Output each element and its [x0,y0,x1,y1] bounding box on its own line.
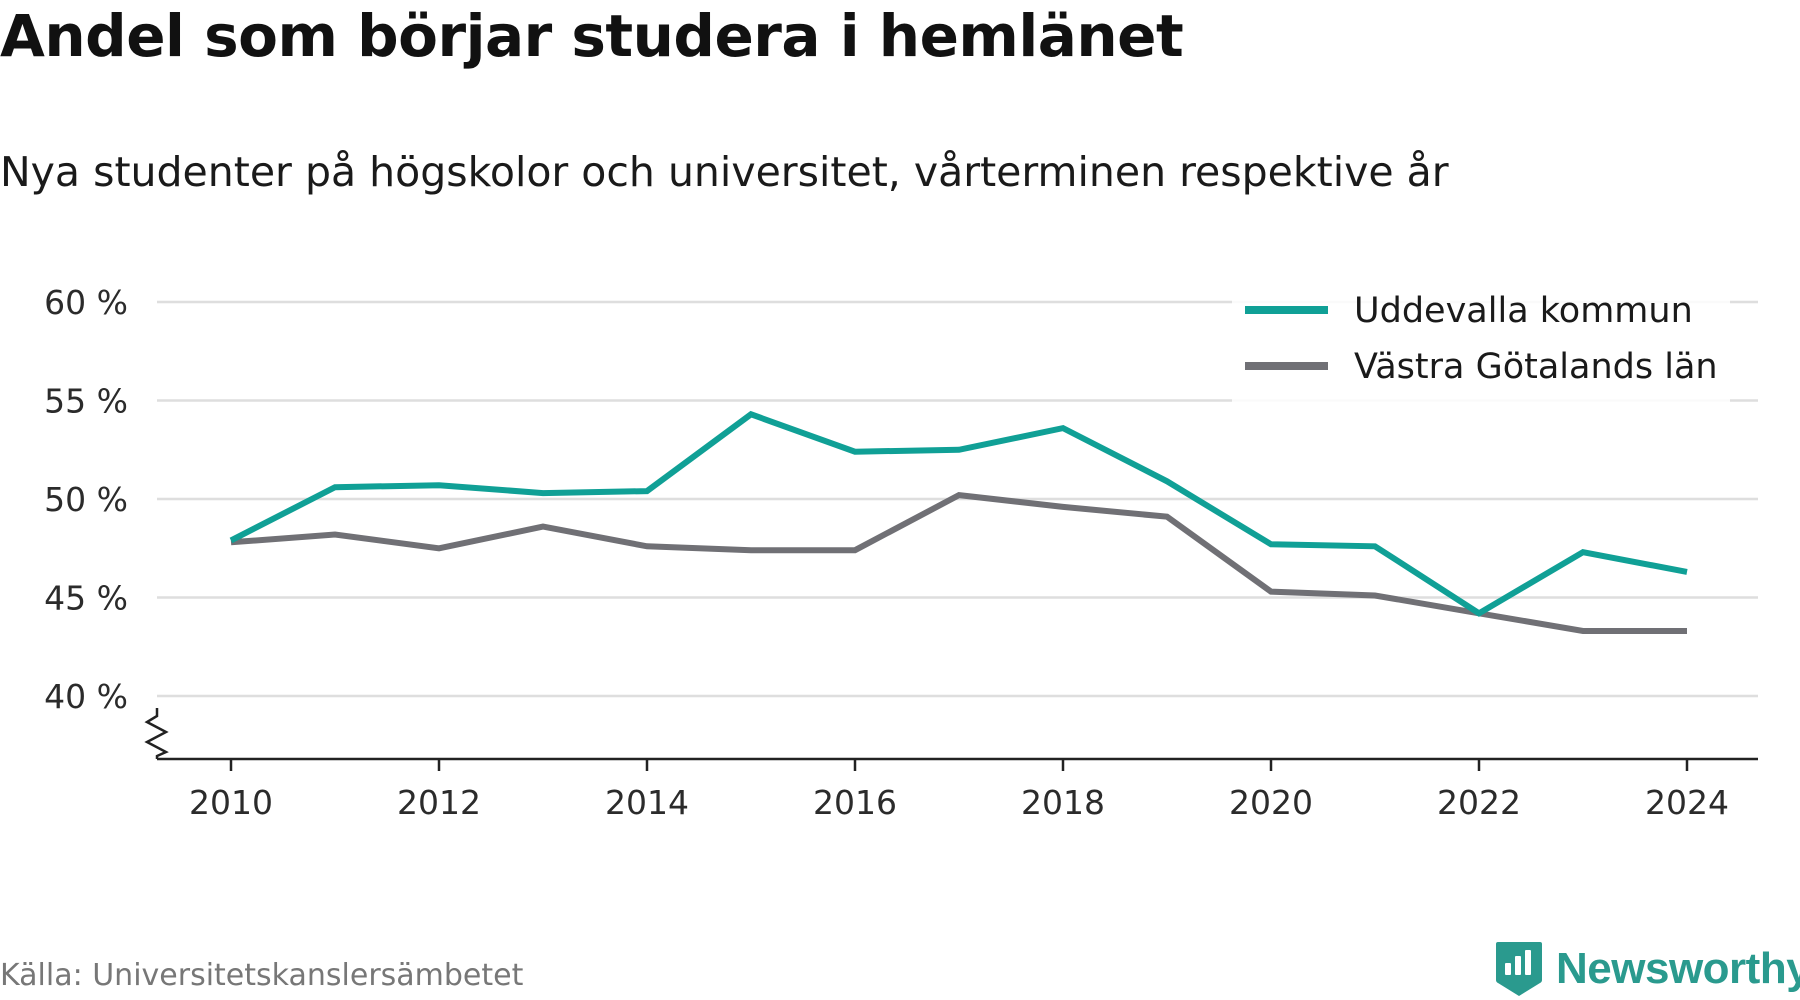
legend: Uddevalla kommun Västra Götalands län [1232,282,1730,402]
series-line-2 [230,492,1687,634]
x-axis: 2010 2012 2014 2016 2018 2020 2022 2024 [144,708,1758,822]
x-tick-label-2020: 2020 [1229,783,1313,822]
line-chart: 40 %45 %50 %55 %60 % 2010 2012 2014 2016 201… [44,282,1758,822]
y-tick-label-55: 55 % [44,382,128,421]
y-tick-label-60: 60 % [44,283,128,322]
newsworthy-logo-icon [1496,942,1542,996]
x-tick-label-2016: 2016 [813,783,897,822]
brand-name: Newsworthy [1556,944,1800,993]
y-axis-tick-labels: 40 % 45 % 50 % 55 % 60 % [44,283,128,716]
brand-logo: Newsworthy [1494,940,1800,998]
y-tick-label-50: 50 % [44,480,128,519]
x-tick-label-2014: 2014 [605,783,689,822]
chart-title: Andel som börjar studera i hemlänet [0,2,1184,70]
chart-subtitle: Nya studenter på högskolor och universit… [0,148,1449,196]
y-axis-break-mark [144,708,169,759]
x-tick-label-2018: 2018 [1021,783,1105,822]
legend-background [1232,282,1730,402]
series-lines [229,410,1688,634]
x-tick-label-2012: 2012 [397,783,481,822]
y-tick-label-45: 45 % [44,579,128,618]
legend-label-2: Västra Götalands län [1354,347,1718,387]
x-tick-label-2022: 2022 [1437,783,1521,822]
source-note: Källa: Universitetskanslersämbetet [0,958,524,993]
series-line-1 [229,410,1688,617]
x-tick-label-2010: 2010 [189,783,273,822]
y-tick-label-40: 40 % [44,677,128,716]
x-tick-label-2024: 2024 [1645,783,1729,822]
legend-label-1: Uddevalla kommun [1354,291,1693,331]
